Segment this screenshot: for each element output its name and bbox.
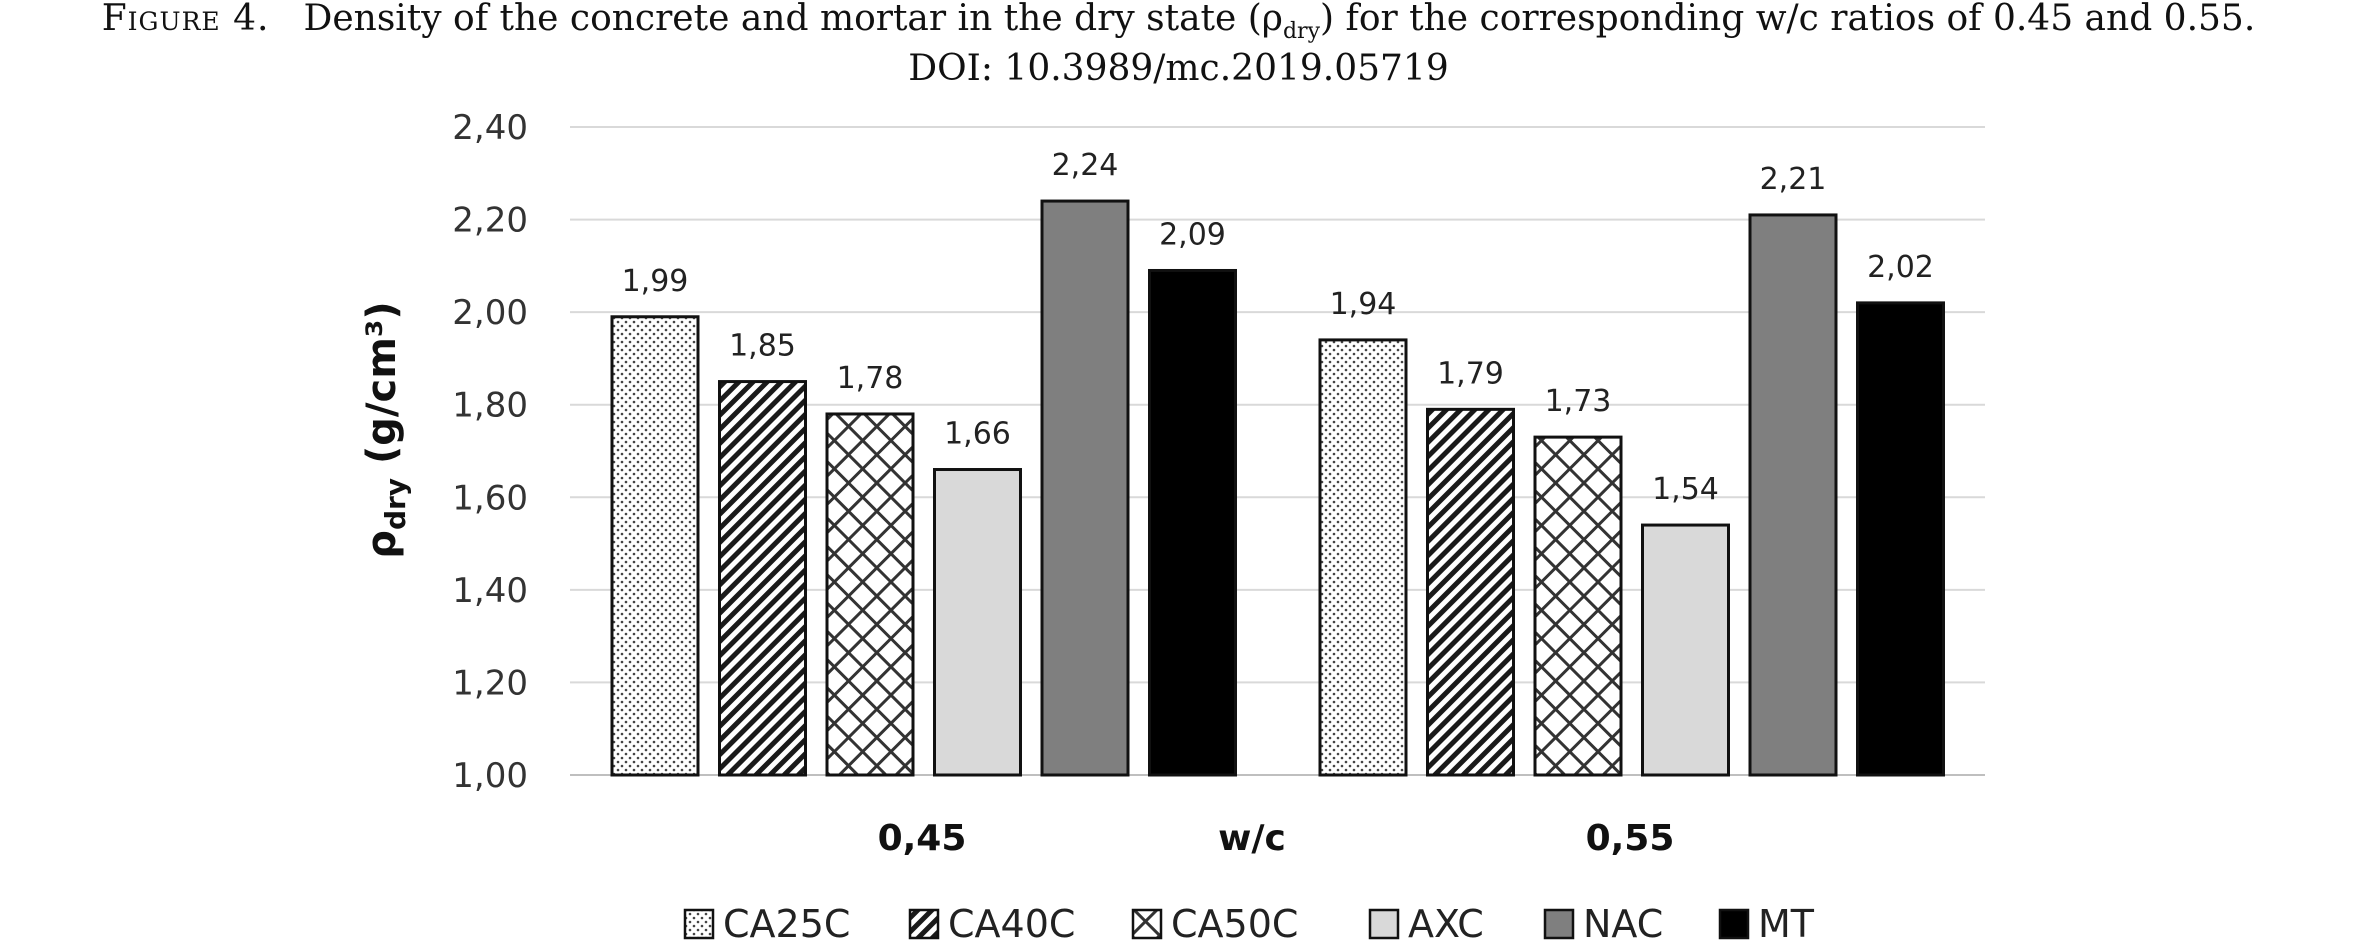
- legend-item-ca25c: CA25C: [683, 902, 850, 946]
- bar-ca25c: [610, 315, 700, 777]
- data-label: 2,21: [1760, 162, 1827, 197]
- data-label: 1,54: [1652, 472, 1719, 507]
- legend-item-axc: AXC: [1368, 902, 1484, 946]
- y-tick-label: 1,80: [452, 386, 528, 426]
- category-label: 0,45: [878, 818, 967, 859]
- data-label: 1,73: [1545, 384, 1612, 419]
- data-label: 1,85: [729, 329, 796, 364]
- bars: [610, 199, 1945, 777]
- data-labels: 1,99 1,94 1,85 1,79 1,78 1,73 1,66 1,54 2,24 2,21…: [622, 148, 1934, 507]
- legend-item-nac: NAC: [1543, 902, 1663, 946]
- legend-label: CA25C: [723, 902, 850, 946]
- legend-label: NAC: [1583, 902, 1663, 946]
- figure-caption: Figure 4. Density of the concrete and mor…: [0, 0, 2357, 87]
- bar-nac: [1748, 213, 1838, 777]
- legend-label: CA50C: [1171, 902, 1298, 946]
- y-tick-label: 2,40: [452, 108, 528, 148]
- category-labels: 0,45 0,55: [878, 818, 1675, 859]
- caption-text-a: Density of the concrete and mortar in th…: [303, 0, 1283, 39]
- legend-item-ca40c: CA40C: [908, 902, 1075, 946]
- category-label: 0,55: [1586, 818, 1675, 859]
- caption-doi: DOI: 10.3989/mc.2019.05719: [908, 48, 1449, 90]
- legend: CA25C CA40C CA50C AXC NAC MT: [683, 902, 1815, 946]
- legend-label: AXC: [1408, 902, 1484, 946]
- data-label: 1,94: [1330, 287, 1397, 322]
- y-tick-label: 1,00: [452, 756, 528, 796]
- legend-item-mt: MT: [1718, 902, 1815, 946]
- data-label: 1,78: [837, 361, 904, 396]
- data-label: 2,09: [1159, 217, 1226, 252]
- data-label: 1,99: [622, 264, 689, 299]
- legend-swatch: [1718, 908, 1750, 940]
- figure-label: Figure 4.: [101, 0, 270, 39]
- caption-text-b: ) for the corresponding w/c ratios of 0.…: [1320, 0, 2256, 39]
- bar-ca40c: [718, 380, 807, 777]
- bar-ca40c: [1426, 407, 1515, 777]
- bar-ca50c: [1533, 435, 1623, 777]
- bar-mt: [1148, 268, 1237, 777]
- data-label: 2,24: [1052, 148, 1119, 183]
- bar-ca50c: [825, 412, 915, 777]
- bar-mt: [1856, 301, 1945, 777]
- bar-nac: [1040, 199, 1130, 777]
- y-tick-label: 1,40: [452, 571, 528, 611]
- y-axis-ticks: 1,00 1,20 1,40 1,60 1,80 2,00 2,20 2,40: [452, 108, 528, 796]
- y-tick-label: 2,00: [452, 293, 528, 333]
- legend-swatch: [1368, 908, 1400, 940]
- y-axis-title: ρdry (g/cm³): [359, 301, 412, 558]
- bar-axc: [1641, 523, 1730, 777]
- bar-ca25c: [1318, 338, 1408, 777]
- legend-swatch: [683, 908, 715, 940]
- legend-swatch: [908, 908, 940, 940]
- legend-swatch: [1543, 908, 1575, 940]
- caption-sub: dry: [1282, 19, 1320, 45]
- y-tick-label: 2,20: [452, 201, 528, 241]
- bar-axc: [933, 468, 1022, 777]
- data-label: 1,66: [944, 417, 1011, 452]
- legend-swatch: [1131, 908, 1163, 940]
- y-tick-label: 1,60: [452, 478, 528, 518]
- legend-label: MT: [1758, 902, 1815, 946]
- data-label: 1,79: [1437, 356, 1504, 391]
- data-label: 2,02: [1867, 250, 1934, 285]
- legend-item-ca50c: CA50C: [1131, 902, 1298, 946]
- legend-label: CA40C: [948, 902, 1075, 946]
- x-axis-title: w/c: [1218, 818, 1286, 859]
- y-tick-label: 1,20: [452, 663, 528, 703]
